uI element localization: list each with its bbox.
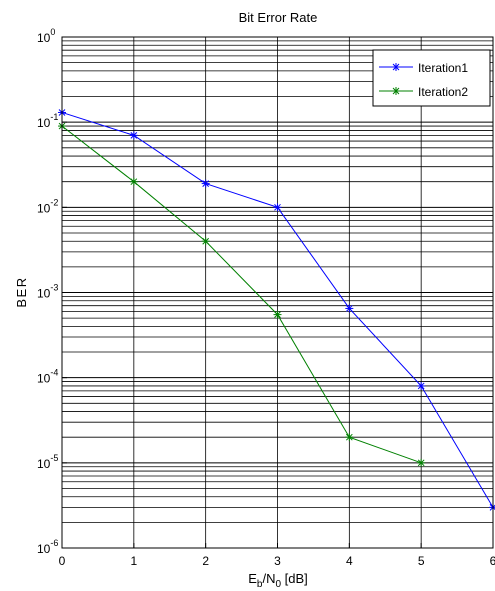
asterisk-stroke [130, 178, 138, 186]
y-tick-label: 10-4 [37, 368, 58, 386]
y-tick-label: 10-2 [37, 197, 58, 215]
asterisk-stroke [202, 237, 210, 245]
legend-box [372, 49, 491, 107]
asterisk-stroke [274, 311, 281, 318]
y-tick-label: 10-5 [37, 453, 58, 471]
asterisk-marker [392, 63, 400, 71]
x-tick-label: 4 [346, 554, 353, 568]
asterisk-marker [273, 310, 282, 319]
asterisk-marker [201, 237, 210, 246]
asterisk-marker [489, 503, 495, 512]
legend-label-1: Iteration1 [418, 61, 468, 75]
asterisk-marker [417, 381, 426, 390]
asterisk-stroke [345, 305, 353, 312]
asterisk-marker [273, 203, 282, 212]
y-tick-label: 100 [37, 27, 55, 45]
asterisk-stroke [202, 180, 210, 187]
asterisk-marker [129, 131, 138, 140]
x-tick-label: 6 [490, 554, 495, 568]
asterisk-stroke [274, 203, 281, 211]
asterisk-stroke [345, 433, 353, 441]
legend: Iteration1 Iteration2 [372, 49, 491, 107]
axis-ticks: 0 1 2 3 4 5 6 100 10-1 10-2 10-3 10-4 10-5 10-6 [37, 27, 495, 568]
legend-label-2: Iteration2 [418, 85, 468, 99]
x-tick-label: 2 [202, 554, 209, 568]
x-axis-label: Eb/N0 [dB] [248, 571, 308, 590]
asterisk-stroke [417, 459, 425, 467]
asterisk-stroke [392, 87, 400, 95]
y-tick-label: 10-3 [37, 283, 58, 301]
x-tick-label: 0 [59, 554, 66, 568]
asterisk-stroke [417, 382, 425, 390]
asterisk-marker [345, 304, 354, 313]
x-tick-label: 1 [130, 554, 137, 568]
asterisk-marker [345, 433, 354, 442]
asterisk-marker [129, 177, 138, 186]
series-line-2 [61, 125, 422, 464]
asterisk-marker [201, 179, 210, 188]
asterisk-marker [417, 458, 426, 467]
y-tick-label: 10-6 [37, 538, 58, 556]
y-tick-label: 10-1 [37, 112, 58, 130]
asterisk-stroke [130, 132, 138, 139]
chart-title: Bit Error Rate [239, 10, 318, 25]
asterisk-stroke [392, 63, 400, 71]
series-layer [58, 108, 495, 512]
asterisk-marker [392, 87, 400, 95]
x-tick-label: 5 [418, 554, 425, 568]
grid-lines [61, 37, 494, 549]
y-axis-label: BER [14, 276, 29, 307]
x-tick-label: 3 [274, 554, 281, 568]
